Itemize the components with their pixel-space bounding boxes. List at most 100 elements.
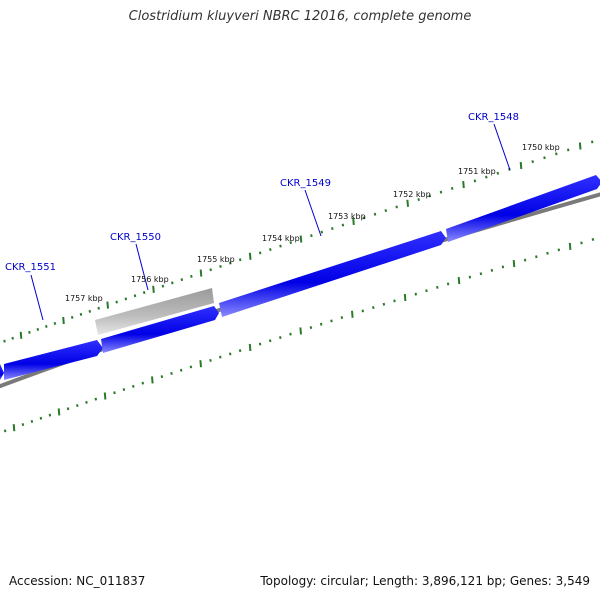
minor-tick: [414, 292, 418, 296]
kbp-label-1753: 1753 kbp: [328, 212, 366, 221]
minor-tick: [209, 268, 212, 272]
minor-tick: [341, 223, 345, 227]
minor-tick: [28, 330, 31, 334]
minor-tick: [591, 237, 595, 241]
minor-tick: [479, 272, 483, 276]
gene-label-ckr-1548[interactable]: CKR_1548: [468, 112, 519, 123]
major-tick: [248, 343, 252, 351]
gene-label-ckr-1550[interactable]: CKR_1550: [110, 232, 161, 243]
minor-tick: [428, 194, 432, 198]
gene-label-ckr-1551[interactable]: CKR_1551: [5, 262, 56, 273]
minor-tick: [417, 198, 420, 202]
minor-tick: [45, 324, 48, 328]
minor-tick: [269, 248, 272, 252]
major-tick: [248, 252, 252, 260]
major-tick: [19, 331, 23, 339]
minor-tick: [238, 349, 242, 353]
major-tick: [352, 217, 355, 225]
minor-tick: [531, 160, 534, 164]
major-tick: [103, 392, 107, 400]
minor-tick: [566, 148, 570, 152]
minor-tick: [53, 321, 57, 325]
minor-tick: [320, 230, 324, 234]
major-tick: [519, 161, 523, 170]
minor-tick: [485, 175, 488, 179]
gene-label-ckr-1549[interactable]: CKR_1549: [280, 178, 331, 189]
minor-tick: [238, 258, 242, 262]
minor-tick: [189, 365, 193, 369]
minor-tick: [546, 251, 549, 255]
minor-tick: [36, 327, 40, 331]
gene-arrow-left-edge[interactable]: [0, 364, 4, 382]
leader-ckr-1548: [493, 123, 511, 171]
minor-tick: [219, 264, 222, 268]
minor-tick: [384, 209, 388, 213]
minor-tick: [309, 326, 313, 330]
gene-arrow-ckr-1549[interactable]: [219, 231, 446, 317]
gene-arrow-ckr-1551[interactable]: [4, 340, 103, 380]
minor-tick: [446, 282, 450, 286]
outer-tick-ring: [3, 140, 594, 343]
minor-tick: [179, 368, 183, 372]
genome-summary-text: Topology: circular; Length: 3,896,121 bp…: [260, 574, 590, 588]
minor-tick: [142, 291, 146, 295]
minor-tick: [113, 391, 116, 395]
minor-tick: [85, 400, 88, 404]
leader-ckr-1551: [30, 274, 44, 321]
minor-tick: [209, 358, 212, 362]
major-tick: [62, 316, 65, 325]
major-tick: [151, 376, 154, 384]
minor-tick: [310, 234, 313, 238]
minor-tick: [79, 312, 83, 316]
minor-tick: [473, 179, 477, 183]
minor-tick: [160, 375, 164, 379]
major-tick: [578, 142, 582, 150]
minor-tick: [180, 278, 184, 282]
minor-tick: [590, 140, 594, 144]
minor-tick: [425, 289, 428, 293]
minor-tick: [258, 342, 262, 346]
major-tick: [403, 293, 407, 302]
minor-tick: [289, 332, 292, 336]
pseudogene-ckr-1550[interactable]: [95, 288, 214, 335]
major-tick: [199, 269, 203, 277]
minor-tick: [289, 241, 292, 245]
minor-tick: [331, 227, 334, 231]
gene-arrow-ckr-1548[interactable]: [446, 175, 600, 242]
minor-tick: [229, 261, 232, 265]
major-tick: [568, 242, 572, 250]
inner-tick-ring: [3, 237, 595, 433]
kbp-label-1754: 1754 kbp: [262, 234, 300, 243]
minor-tick: [361, 309, 365, 313]
major-tick: [406, 199, 409, 207]
minor-tick: [124, 297, 128, 301]
minor-tick: [39, 416, 43, 420]
kbp-label-1750: 1750 kbp: [522, 143, 560, 152]
major-tick: [199, 360, 202, 368]
kbp-label-1752: 1752 kbp: [393, 190, 431, 199]
minor-tick: [580, 241, 583, 245]
minor-tick: [439, 190, 443, 194]
gene-features: [0, 175, 600, 382]
minor-tick: [11, 336, 14, 340]
minor-tick: [555, 152, 558, 156]
kbp-label-1757: 1757 kbp: [65, 294, 103, 303]
minor-tick: [161, 284, 165, 288]
minor-tick: [535, 255, 538, 259]
minor-tick: [373, 212, 377, 216]
major-tick: [351, 310, 354, 318]
major-tick: [12, 424, 16, 432]
gene-arrow-ckr-1550[interactable]: [101, 306, 219, 353]
kbp-label-1756: 1756 kbp: [131, 275, 169, 284]
minor-tick: [66, 407, 70, 411]
minor-tick: [94, 397, 98, 401]
leader-ckr-1550: [135, 243, 149, 291]
major-tick: [462, 181, 465, 189]
accession-text: Accession: NC_011837: [9, 574, 146, 588]
major-tick: [512, 260, 516, 268]
minor-tick: [436, 285, 439, 289]
gene-leader-lines: [30, 123, 511, 321]
minor-tick: [496, 171, 500, 175]
minor-tick: [76, 404, 79, 408]
